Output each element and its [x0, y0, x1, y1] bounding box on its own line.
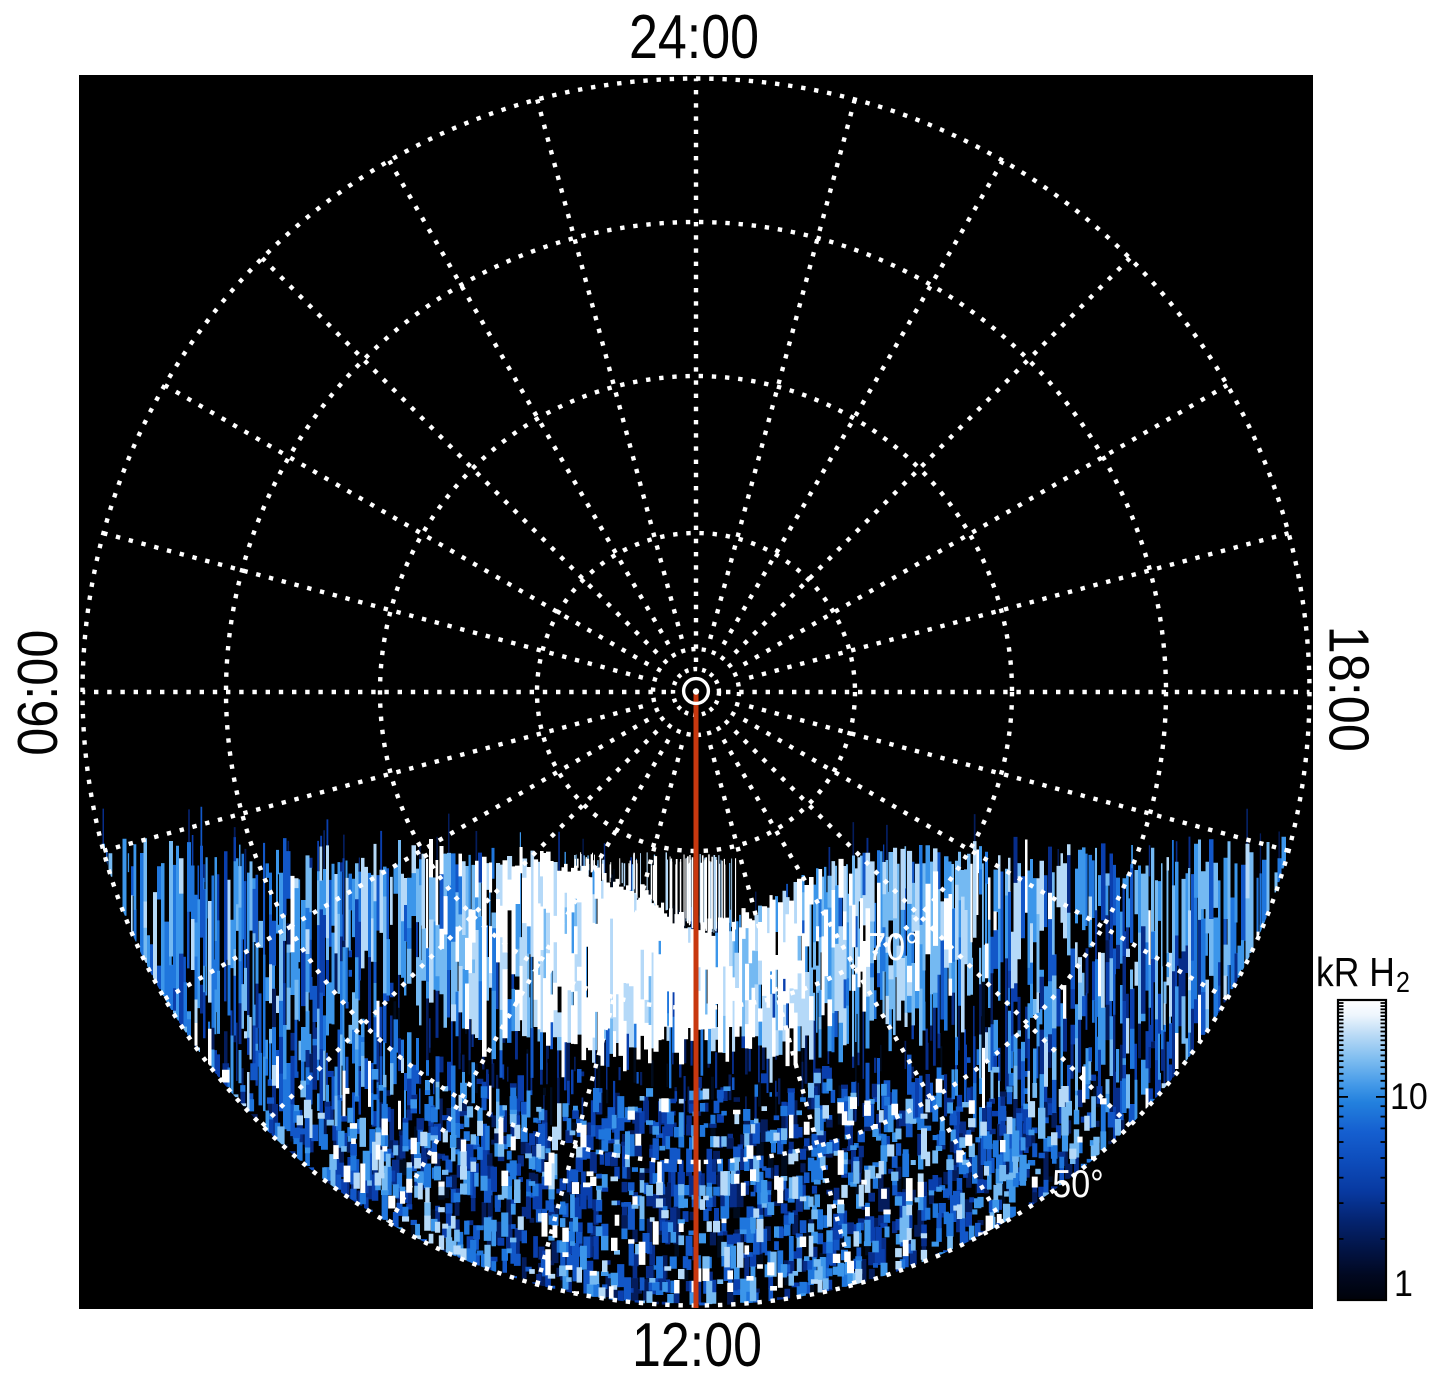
- svg-text:kR H: kR H: [1316, 950, 1395, 996]
- svg-text:50°: 50°: [1052, 1162, 1103, 1206]
- svg-text:12:00: 12:00: [632, 1311, 762, 1380]
- svg-text:06:00: 06:00: [6, 630, 70, 756]
- svg-text:10: 10: [1390, 1076, 1428, 1118]
- svg-text:24:00: 24:00: [629, 3, 759, 72]
- svg-text:70°: 70°: [867, 925, 918, 969]
- svg-text:1: 1: [1394, 1263, 1413, 1305]
- svg-text:2: 2: [1396, 966, 1410, 998]
- svg-text:18:00: 18:00: [1317, 626, 1381, 752]
